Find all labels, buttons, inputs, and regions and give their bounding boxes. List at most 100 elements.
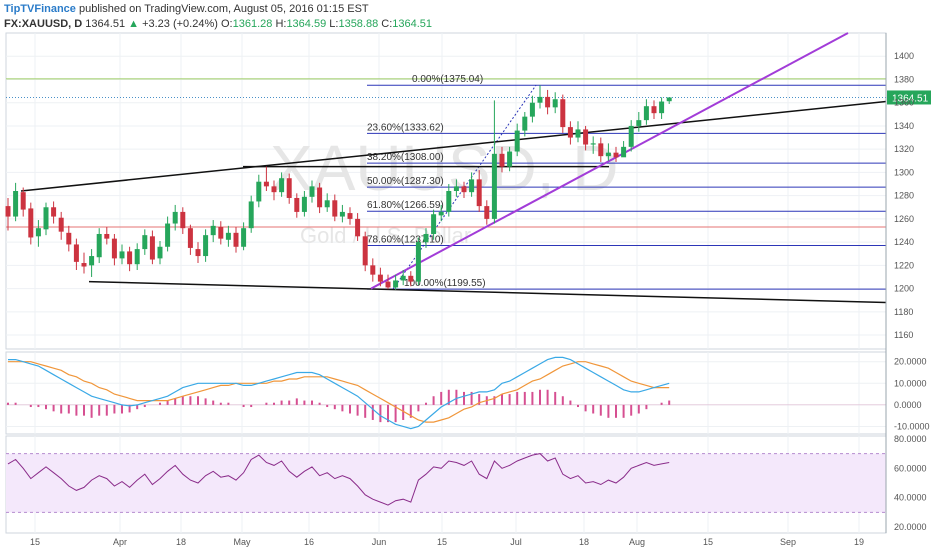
candle-body <box>651 106 657 114</box>
ohlc-header: FX:XAUUSD, D 1364.51 ▲ +3.23 (+0.24%) O:… <box>4 18 432 30</box>
candle-body <box>324 200 330 208</box>
rsi-tick-label: 40.0000 <box>894 493 927 503</box>
candle-body <box>210 225 216 236</box>
candle-body <box>104 233 110 239</box>
candle-body <box>35 228 41 237</box>
macd-line <box>8 356 670 430</box>
candle-body <box>583 129 589 145</box>
candle-body <box>469 179 475 193</box>
candle-body <box>446 191 452 212</box>
candle-body <box>370 265 376 275</box>
y-tick-label: 1280 <box>894 191 914 201</box>
candle-body <box>613 152 619 158</box>
candle-body <box>248 201 254 229</box>
candle-body <box>225 232 231 240</box>
watermark-symbol: XAUUSD, D <box>270 132 619 204</box>
y-tick-label: 1320 <box>894 144 914 154</box>
candle-body <box>157 246 163 259</box>
x-tick-label: 15 <box>703 537 713 547</box>
candle-body <box>514 130 520 152</box>
candle-body <box>58 217 64 232</box>
brand-link[interactable]: TipTVFinance <box>4 3 76 15</box>
lower-channel-line <box>88 280 887 304</box>
candle-body <box>332 200 338 217</box>
candle-body <box>339 211 345 217</box>
high-label: H: <box>275 18 287 30</box>
candle-body <box>408 275 414 282</box>
candle-body <box>347 213 353 219</box>
candle-body <box>165 223 171 247</box>
candle-body <box>96 233 102 258</box>
x-tick-label: 19 <box>854 537 864 547</box>
candle-body <box>51 207 57 217</box>
candle-body <box>317 187 323 208</box>
candle-body <box>89 256 95 266</box>
rsi-tick-label: 60.0000 <box>894 463 927 473</box>
candle-body <box>567 127 573 138</box>
candle-body <box>628 125 634 147</box>
candle-body <box>545 96 551 108</box>
candle-body <box>590 143 596 145</box>
x-tick-label: Aug <box>629 537 645 547</box>
candle-body <box>301 196 307 212</box>
x-tick-label: Apr <box>113 537 127 547</box>
candle-body <box>484 206 490 219</box>
macd-tick-label: 20.0000 <box>894 357 927 367</box>
fib-level-label: 50.00%(1287.30) <box>367 176 444 187</box>
y-tick-label: 1380 <box>894 74 914 84</box>
last-price-tag <box>887 90 931 105</box>
candle-body <box>149 236 155 260</box>
candle-body <box>279 178 285 193</box>
candle-body <box>605 152 611 157</box>
close-value: 1364.51 <box>392 18 433 30</box>
candle-body <box>453 186 459 191</box>
candle-body <box>218 227 224 239</box>
candle-body <box>666 97 672 102</box>
candle-body <box>423 233 429 243</box>
candle-body <box>5 206 11 217</box>
candle-body <box>362 236 368 266</box>
candle-body <box>575 129 581 138</box>
candle-body <box>507 151 513 167</box>
publish-header: TipTVFinance published on TradingView.co… <box>4 3 369 15</box>
fib-level-label: 38.20%(1308.00) <box>367 152 444 163</box>
candle-body <box>393 280 399 288</box>
open-label: O: <box>220 18 233 30</box>
candle-body <box>271 186 277 193</box>
low-value: 1358.88 <box>338 18 379 30</box>
candle-body <box>134 249 140 265</box>
candle-body <box>499 153 505 167</box>
candle-body <box>355 218 361 237</box>
x-tick-label: Jul <box>510 537 522 547</box>
candle-body <box>81 263 87 267</box>
candle-body <box>241 228 247 247</box>
y-tick-label: 1240 <box>894 237 914 247</box>
candle-body <box>560 99 566 128</box>
close-label: C: <box>381 18 393 30</box>
x-tick-label: 15 <box>30 537 40 547</box>
fib-level-label: 0.00%(1375.04) <box>412 74 483 85</box>
candle-body <box>643 106 649 121</box>
y-tick-label: 1200 <box>894 284 914 294</box>
high-value: 1364.59 <box>286 18 327 30</box>
y-tick-label: 1400 <box>894 51 914 61</box>
rsi-tick-label: 20.0000 <box>894 522 927 532</box>
x-tick-label: 16 <box>304 537 314 547</box>
y-tick-label: 1360 <box>894 98 914 108</box>
candle-body <box>119 251 125 259</box>
uptrend-line <box>370 32 849 290</box>
y-tick-label: 1300 <box>894 167 914 177</box>
candle-body <box>400 275 406 281</box>
candle-body <box>377 274 383 282</box>
candle-body <box>73 244 79 262</box>
candle-body <box>659 101 665 114</box>
symbol-label: FX:XAUUSD, D <box>4 18 83 30</box>
candle-body <box>431 214 437 234</box>
last-price-tag-label: 1364.51 <box>892 93 929 104</box>
candle-body <box>127 251 133 265</box>
candle-body <box>415 242 421 282</box>
y-tick-label: 1180 <box>894 307 913 317</box>
candle-body <box>203 235 209 257</box>
candle-body <box>43 207 49 230</box>
